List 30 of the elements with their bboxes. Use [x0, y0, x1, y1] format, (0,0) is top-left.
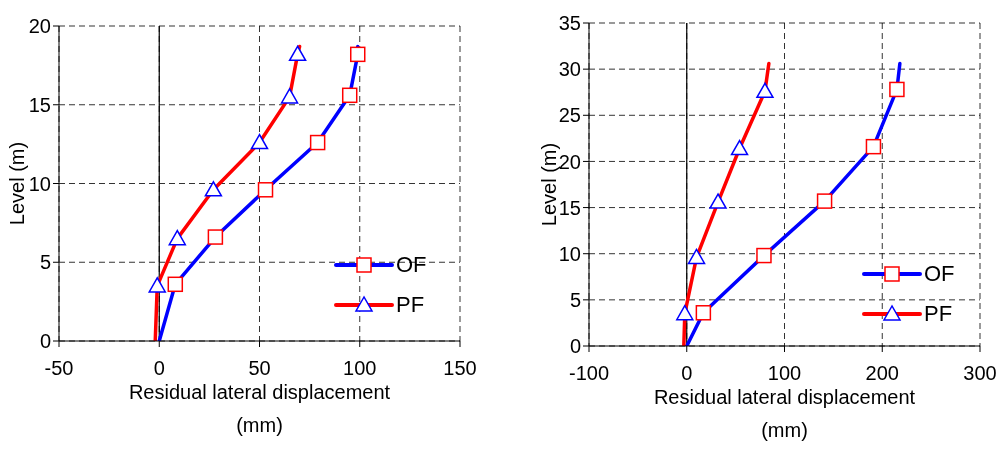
y-tick-label: 10	[28, 172, 51, 195]
x-tick-label: 300	[963, 362, 997, 385]
y-tick-label: 25	[558, 104, 581, 127]
legend-label: OF	[924, 261, 955, 287]
x-tick-label: 100	[767, 362, 802, 385]
x-axis-title: Residual lateral displacement (mm)	[653, 386, 916, 441]
y-axis-title: Level (m)	[538, 142, 560, 227]
x-tick-label: -50	[44, 357, 74, 380]
x-tick-label: -100	[568, 362, 610, 385]
y-tick-label: 5	[39, 251, 51, 274]
y-tick-label: 0	[569, 335, 581, 358]
y-tick-label: 0	[39, 330, 51, 353]
y-tick-label: 20	[28, 15, 51, 38]
y-tick-label: 5	[569, 288, 581, 311]
x-tick-label: 100	[343, 357, 377, 380]
x-tick-label: 50	[248, 357, 271, 380]
y-tick-label: 15	[28, 93, 51, 116]
y-tick-label: 35	[558, 12, 581, 35]
x-tick-label: 150	[443, 357, 477, 380]
legend-label: PF	[396, 292, 425, 318]
y-tick-label: 15	[558, 196, 581, 219]
y-axis-title: Level (m)	[6, 141, 28, 226]
y-tick-label: 30	[558, 58, 581, 81]
x-tick-label: 0	[681, 362, 693, 385]
x-axis-title: Residual lateral displacement (mm)	[128, 381, 391, 436]
y-tick-label: 10	[558, 242, 581, 265]
x-tick-label: 0	[153, 357, 165, 380]
y-tick-label: 20	[558, 150, 581, 173]
legend-label: PF	[924, 301, 953, 327]
x-tick-label: 200	[865, 362, 899, 385]
